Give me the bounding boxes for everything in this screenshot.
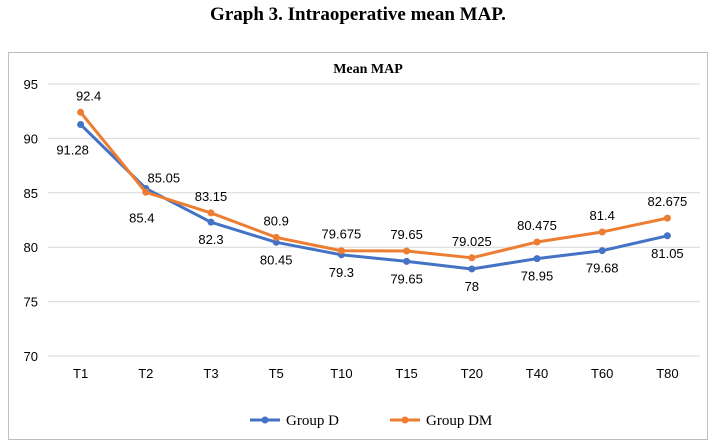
graph-caption: Graph 3. Intraoperative mean MAP. (210, 4, 506, 25)
x-tick-label: T20 (461, 366, 483, 381)
data-label: 79.65 (390, 227, 423, 242)
data-point (207, 218, 215, 226)
data-label: 92.4 (76, 88, 101, 103)
y-tick-label: 70 (24, 349, 38, 364)
x-tick-labels: T1 T2 T3 T5 T10 T15 T20 T40 T60 T80 (73, 366, 679, 381)
y-tick-labels: 70 75 80 85 90 95 (24, 77, 38, 364)
data-label: 80.9 (264, 213, 289, 228)
x-tick-label: T80 (656, 366, 678, 381)
grid-lines (48, 83, 700, 357)
data-label: 79.025 (452, 234, 492, 249)
y-tick-label: 90 (24, 131, 38, 146)
x-tick-label: T1 (73, 366, 88, 381)
y-tick-label: 80 (24, 240, 38, 255)
data-label: 81.4 (590, 208, 615, 223)
data-label: 85.4 (129, 210, 154, 225)
data-point (598, 228, 606, 236)
chart-title: Mean MAP (333, 62, 403, 77)
legend-marker (401, 416, 409, 424)
y-tick-label: 75 (24, 295, 38, 310)
x-tick-label: T40 (526, 366, 548, 381)
data-point (403, 257, 411, 265)
legend-label: Group D (286, 413, 339, 429)
data-label: 80.45 (260, 252, 293, 267)
x-tick-label: T60 (591, 366, 613, 381)
data-label: 81.05 (651, 246, 684, 261)
x-tick-label: T10 (330, 366, 352, 381)
data-point (272, 238, 280, 246)
data-label: 78 (465, 279, 479, 294)
legend: Group D Group DM (250, 413, 492, 429)
data-label: 78.95 (521, 269, 554, 284)
x-tick-label: T2 (138, 366, 153, 381)
data-point (207, 209, 215, 217)
data-point (533, 255, 541, 263)
data-label: 79.65 (390, 271, 423, 286)
x-tick-label: T3 (203, 366, 218, 381)
data-point (272, 233, 280, 241)
data-label: 85.05 (148, 170, 181, 185)
legend-marker (261, 416, 269, 424)
data-point (468, 265, 476, 273)
data-point (468, 254, 476, 262)
series-line-2 (79, 111, 668, 260)
legend-label: Group DM (426, 413, 492, 429)
data-point (142, 188, 150, 196)
data-label: 79.675 (322, 227, 362, 242)
chart-frame (8, 52, 708, 440)
data-label: 83.15 (195, 189, 228, 204)
data-point (663, 214, 671, 222)
data-labels: 91.28 85.4 82.3 80.45 79.3 79.65 78 78.95 79.68 8… (56, 88, 687, 294)
data-label: 82.675 (648, 194, 688, 209)
data-point (598, 247, 606, 255)
y-tick-label: 95 (24, 77, 38, 92)
data-point (337, 247, 345, 255)
data-point (77, 120, 85, 128)
data-label: 79.68 (586, 261, 619, 276)
data-point (663, 232, 671, 240)
data-point (77, 108, 85, 116)
data-label: 91.28 (56, 142, 89, 157)
data-label: 82.3 (198, 232, 223, 247)
series-group (77, 108, 671, 273)
data-point (403, 247, 411, 255)
x-tick-label: T5 (269, 366, 284, 381)
series-line-1 (79, 123, 668, 271)
x-tick-label: T15 (395, 366, 417, 381)
data-label: 79.3 (329, 265, 354, 280)
y-tick-label: 85 (24, 186, 38, 201)
data-point (533, 238, 541, 246)
data-label: 80.475 (517, 218, 557, 233)
